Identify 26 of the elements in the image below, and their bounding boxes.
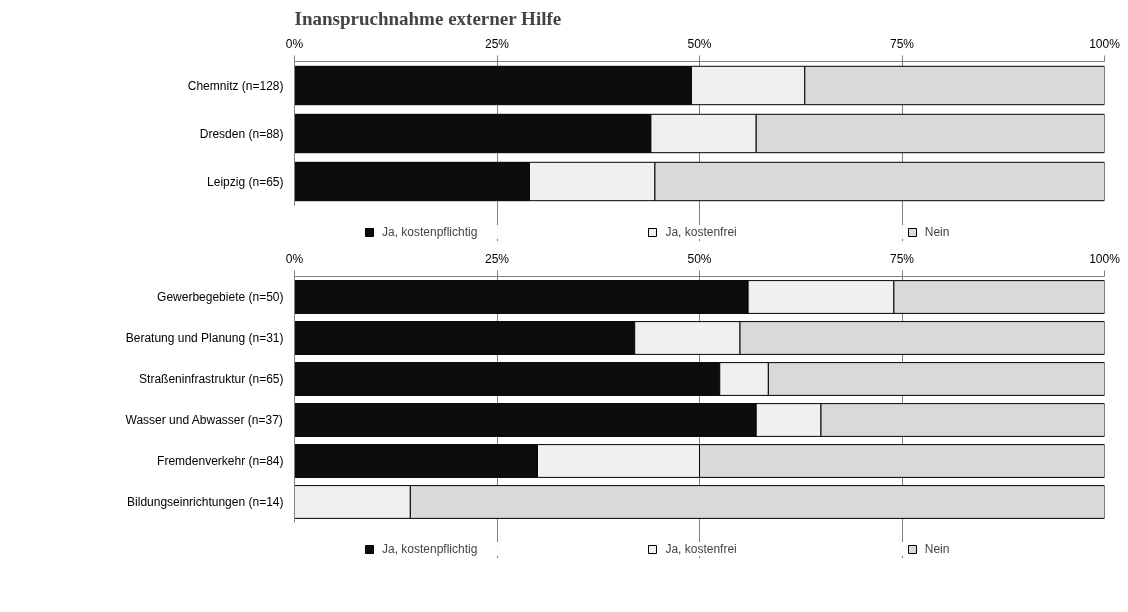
y-tick-label: Straßeninfrastruktur (n=65): [139, 372, 284, 386]
y-tick-label: Gewerbegebiete (n=50): [157, 290, 284, 304]
chart-title: Inanspruchnahme externer Hilfe: [294, 7, 562, 29]
legend-label: Ja, kostenpflichtig: [382, 542, 478, 556]
x-tick-label: 50%: [687, 251, 712, 266]
x-tick-label: 25%: [484, 251, 510, 266]
y-tick-label: Chemnitz (n=128): [187, 78, 284, 93]
x-tick-label: 75%: [889, 36, 915, 51]
legend-label: Nein: [924, 225, 950, 239]
x-tick-label: 75%: [889, 251, 915, 266]
x-tick-label: 0%: [285, 36, 304, 51]
legend-label: Ja, kostenfrei: [665, 225, 737, 239]
y-tick-label: Bildungseinrichtungen (n=14): [127, 495, 284, 509]
y-tick-label: Beratung und Planung (n=31): [125, 331, 284, 345]
legend-label: Nein: [924, 542, 950, 556]
legend-label: Ja, kostenpflichtig: [382, 225, 478, 239]
y-tick-label: Dresden (n=88): [199, 126, 284, 141]
x-tick-label: 50%: [687, 36, 712, 51]
x-tick-label: 100%: [1089, 36, 1121, 51]
y-tick-label: Fremdenverkehr (n=84): [157, 454, 284, 468]
x-tick-label: 0%: [285, 251, 304, 266]
y-tick-label: Leipzig (n=65): [207, 174, 284, 189]
legend-label: Ja, kostenfrei: [665, 542, 737, 556]
x-tick-label: 25%: [484, 36, 510, 51]
x-tick-label: 100%: [1089, 251, 1121, 266]
y-tick-label: Wasser und Abwasser (n=37): [125, 413, 283, 427]
